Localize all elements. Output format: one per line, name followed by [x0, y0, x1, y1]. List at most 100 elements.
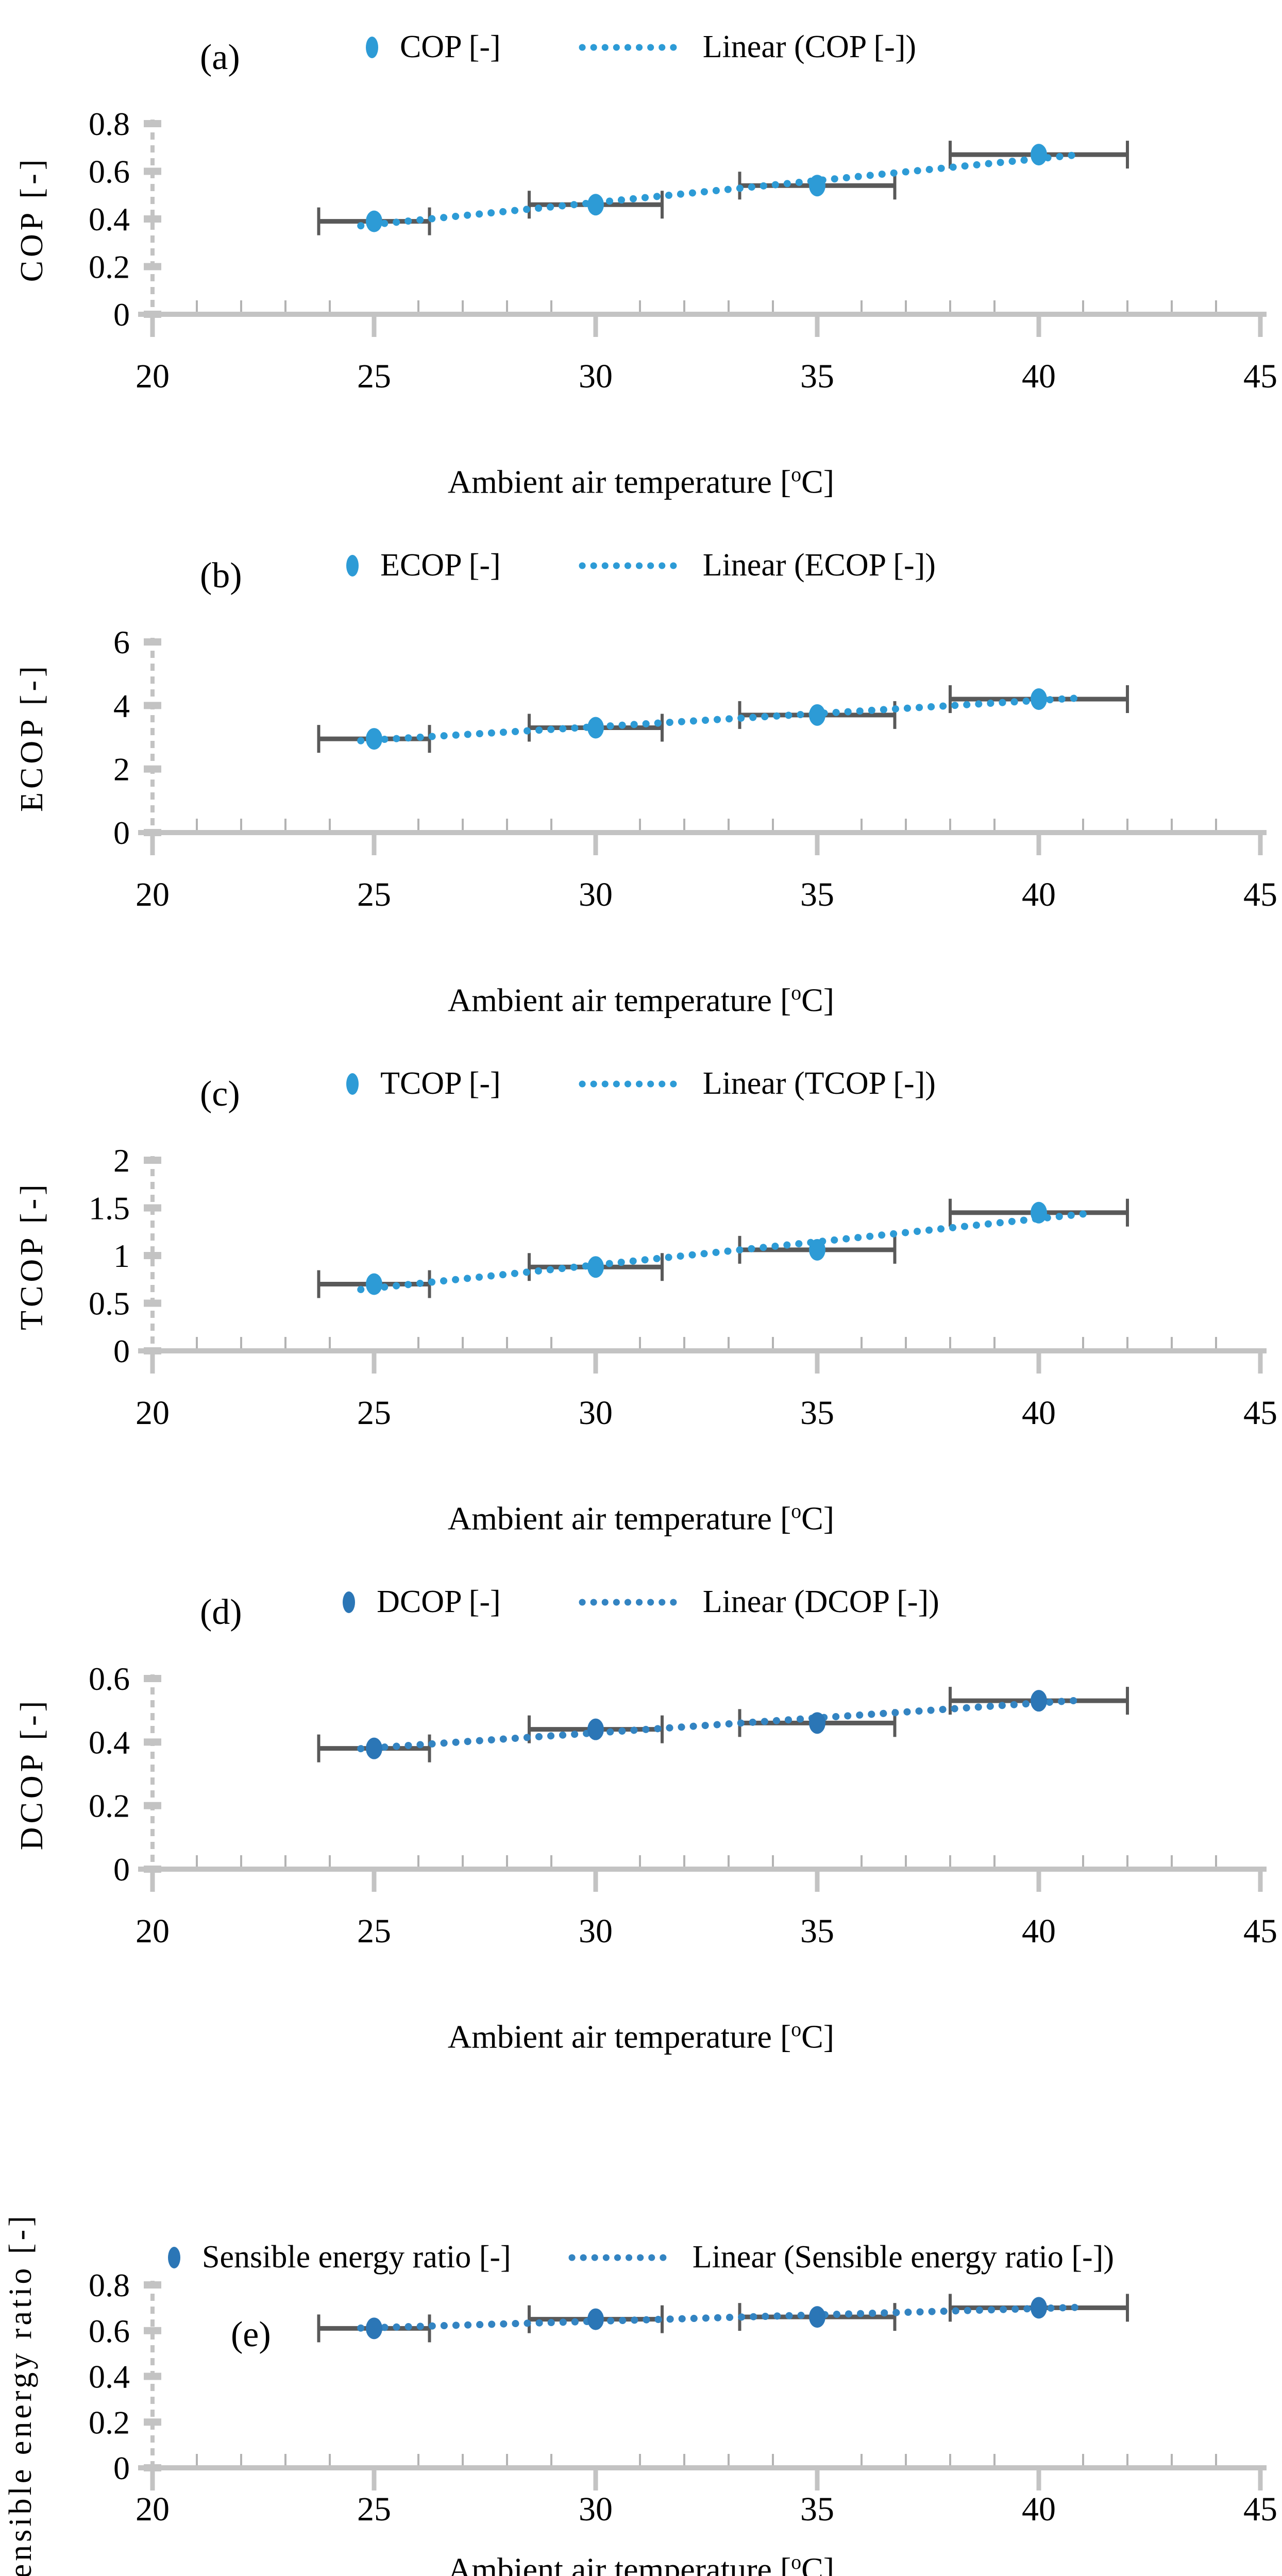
- y-axis-tick-label: 0.6: [89, 2313, 130, 2349]
- y-axis-major-tick: [144, 167, 161, 175]
- legend-trendline-label: Linear (Sensible energy ratio [-]): [692, 2240, 1114, 2275]
- x-axis-tick-label: 45: [1243, 876, 1277, 913]
- x-axis-title: Ambient air temperature [oC]: [0, 1499, 1282, 1537]
- x-axis-tick-label: 35: [800, 2490, 834, 2528]
- x-axis-tick-label: 30: [579, 876, 613, 913]
- trend-line: [357, 2303, 1087, 2332]
- data-point-marker: [366, 2317, 382, 2340]
- y-axis-tick-label: 0.4: [89, 201, 130, 238]
- y-axis-major-tick: [144, 1157, 161, 1164]
- data-point-marker: [1031, 144, 1047, 166]
- data-point-marker: [809, 1712, 825, 1734]
- legend-entry-trendline: Linear (TCOP [-]): [578, 1065, 936, 1102]
- y-axis-tick-label: 0.2: [89, 1788, 130, 1824]
- trendline-sample-icon: [579, 562, 681, 569]
- x-axis-tick-label: 25: [357, 1912, 391, 1950]
- legend-entry-trendline: Linear (COP [-]): [578, 29, 916, 65]
- y-axis-major-tick: [144, 638, 161, 646]
- legend-entry-series: TCOP [-]: [346, 1065, 501, 1102]
- data-point-marker: [587, 2308, 604, 2330]
- x-axis-tick-label: 40: [1022, 358, 1056, 395]
- x-axis-line: [138, 1348, 1267, 1353]
- x-axis-tick-label: 40: [1022, 876, 1056, 913]
- y-axis-major-tick: [144, 1204, 161, 1212]
- legend-series-label: Sensible energy ratio [-]: [201, 2240, 511, 2275]
- x-axis-line: [138, 1867, 1267, 1872]
- y-axis-major-tick: [144, 263, 161, 270]
- plot-area: 0 0.2 0.4 0.6 20 25 30 35 40 45: [89, 1660, 1277, 1950]
- degree-superscript: o: [791, 1500, 802, 1522]
- data-point-marker: [587, 1718, 604, 1740]
- x-axis-tick-label: 45: [1243, 358, 1277, 395]
- legend-entry-series: Sensible energy ratio [-]: [167, 2239, 511, 2276]
- x-axis-tick-label: 30: [579, 2490, 613, 2528]
- x-axis-tick-label: 20: [136, 358, 170, 395]
- x-axis-tick-label: 45: [1243, 1912, 1277, 1950]
- legend-series-label: DCOP [-]: [377, 1584, 501, 1619]
- data-point-marker: [1031, 2297, 1047, 2319]
- y-axis-tick-label: 0.4: [89, 2359, 130, 2395]
- x-axis-title: Ambient air temperature [oC]: [0, 463, 1282, 501]
- data-point-marker: [1031, 1690, 1047, 1712]
- x-axis-tick-label: 25: [357, 2490, 391, 2528]
- y-axis-tick-label: 0.2: [89, 2404, 130, 2441]
- y-axis-major-tick: [144, 1252, 161, 1259]
- degree-superscript: o: [791, 463, 802, 486]
- legend-entry-trendline: Linear (DCOP [-]): [578, 1584, 939, 1620]
- x-axis-title-text: Ambient air temperature [: [447, 981, 791, 1019]
- series-marker-icon: [346, 554, 359, 577]
- chart-legend: COP [-] Linear (COP [-]): [0, 29, 1282, 65]
- chart-panel-a: COP [-] COP [-] Linear (COP [-]) (a) 0 0.…: [0, 0, 1282, 518]
- x-axis-tick-label: 45: [1243, 1394, 1277, 1432]
- y-axis-major-tick: [144, 120, 161, 127]
- panel-label: (a): [200, 38, 240, 77]
- chart-panel-d: DCOP [-] DCOP [-] Linear (DCOP [-]) (d) …: [0, 1555, 1282, 2073]
- y-axis-tick-label: 0: [113, 2450, 130, 2486]
- y-axis-tick-label: 2: [113, 751, 130, 788]
- x-axis-title: Ambient air temperature [oC]: [0, 2018, 1282, 2056]
- trendline-sample-icon: [579, 1599, 681, 1605]
- y-axis-major-tick: [144, 702, 161, 709]
- y-axis-major-tick: [144, 765, 161, 773]
- panel-label: (d): [200, 1592, 242, 1632]
- legend-trendline-label: Linear (DCOP [-]): [702, 1584, 939, 1619]
- plot-area: 0 0.5 1 1.5 2 20 25 30 35 40 45: [89, 1142, 1277, 1432]
- trend-line: [357, 150, 1087, 230]
- degree-superscript: o: [791, 2551, 802, 2573]
- panel-label: (c): [200, 1074, 240, 1114]
- x-axis-title-unit: C]: [801, 463, 835, 500]
- y-axis-tick-label: 0.8: [89, 2267, 130, 2303]
- data-point-marker: [1031, 688, 1047, 710]
- legend-trendline-label: Linear (COP [-]): [702, 29, 917, 64]
- y-axis-tick-label: 0: [113, 296, 130, 333]
- series-marker-icon: [167, 2246, 180, 2268]
- plot-area: 0 0.2 0.4 0.6 0.8 20 25 30 35 40 45: [89, 2267, 1277, 2528]
- x-axis-tick-label: 20: [136, 1912, 170, 1950]
- chart-legend: TCOP [-] Linear (TCOP [-]): [0, 1065, 1282, 1102]
- data-point-marker: [366, 728, 382, 750]
- trend-line: [357, 1696, 1087, 1753]
- y-axis-tick-label: 1.5: [89, 1190, 130, 1227]
- legend-entry-series: ECOP [-]: [346, 547, 501, 584]
- legend-entry-trendline: Linear (Sensible energy ratio [-]): [568, 2239, 1114, 2276]
- chart-legend: Sensible energy ratio [-] Linear (Sensib…: [0, 2239, 1282, 2276]
- trendline-sample-icon: [568, 2254, 670, 2261]
- x-axis-tick-label: 20: [136, 2490, 170, 2528]
- plot-area: 0 2 4 6 20 25 30 35 40 45: [113, 624, 1277, 913]
- data-point-marker: [809, 704, 825, 726]
- y-axis-tick-label: 0: [113, 815, 130, 851]
- y-axis-tick-label: 0.2: [89, 249, 130, 285]
- data-point-marker: [366, 210, 382, 232]
- chart-panel-e: Sensible energy ratio [-] Sensible energ…: [0, 2073, 1282, 2576]
- x-axis-title-text: Ambient air temperature [: [447, 2018, 791, 2055]
- y-axis-tick-label: 4: [113, 687, 130, 724]
- series-marker-icon: [365, 36, 378, 58]
- y-axis-major-tick: [144, 1675, 161, 1682]
- x-axis-title: Ambient air temperature [oC]: [0, 981, 1282, 1019]
- x-axis-line: [138, 312, 1267, 317]
- x-axis-tick-label: 20: [136, 1394, 170, 1432]
- chart-panel-b: ECOP [-] ECOP [-] Linear (ECOP [-]) (b) …: [0, 518, 1282, 1037]
- data-point-marker: [809, 175, 825, 197]
- y-axis-tick-label: 2: [113, 1142, 130, 1179]
- legend-trendline-label: Linear (ECOP [-]): [702, 548, 936, 583]
